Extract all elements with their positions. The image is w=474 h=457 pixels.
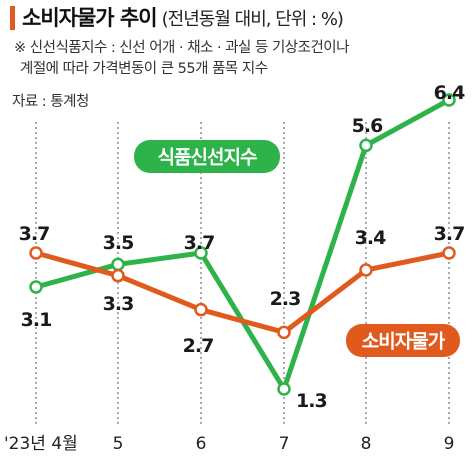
fresh-food-series-label-box (134, 140, 280, 173)
consumer-price-data-label: 3.4 (355, 227, 386, 249)
footnote-line-2: 계절에 따라 가격변동이 큰 55개 품목 지수 (20, 61, 268, 77)
x-tick-label: 9 (444, 434, 455, 454)
fresh-food-data-label: 5.6 (352, 115, 383, 137)
title-accent-bar (10, 6, 15, 30)
consumer-price-point (442, 246, 456, 260)
fresh-food-point (277, 382, 291, 396)
fresh-food-point (29, 280, 43, 294)
footnote-line-1: ※ 신선식품지수 : 신선 어개 · 채소 · 과실 등 기상조건이나 (14, 40, 349, 56)
consumer-price-point (194, 302, 208, 317)
consumer-price-point (111, 268, 125, 283)
fresh-food-point (359, 138, 373, 153)
consumer-price-point (277, 325, 291, 340)
consumer-price-data-label: 2.7 (183, 335, 214, 357)
consumer-price-series-label: 소비자물가 (362, 331, 446, 353)
fresh-food-data-label: 6.4 (434, 82, 465, 104)
consumer-price-data-label: 3.7 (434, 223, 465, 245)
consumer-price-point (29, 246, 43, 260)
title-main: 소비자물가 추이 (22, 6, 158, 30)
x-tick-label: 8 (361, 434, 372, 454)
chart-title: 소비자물가 추이 (전년동월 대비, 단위 : %) (22, 2, 344, 32)
footnote: ※ 신선식품지수 : 신선 어개 · 채소 · 과실 등 기상조건이나 계절에 … (14, 38, 349, 80)
fresh-food-data-label: 3.1 (21, 309, 52, 331)
fresh-food-point (442, 93, 456, 107)
fresh-food-data-label: 3.5 (103, 232, 134, 254)
consumer-price-data-label: 3.3 (103, 293, 134, 315)
fresh-food-series-label: 식품신선지수 (158, 147, 257, 169)
source-text: 자료 : 통계청 (12, 94, 89, 110)
fresh-food-data-label: 1.3 (296, 390, 327, 412)
title-subtitle: (전년동월 대비, 단위 : %) (161, 9, 344, 30)
x-tick-label: 5 (113, 434, 124, 454)
fresh-food-point (194, 246, 208, 260)
consumer-price-point (359, 263, 373, 277)
consumer-price-series-label-box (346, 324, 460, 357)
consumer-price-data-label: 3.7 (19, 223, 50, 245)
consumer-price-data-label: 2.3 (270, 288, 301, 310)
x-tick-label: 7 (279, 434, 290, 454)
consumer-price-line (33, 250, 452, 335)
fresh-food-data-label: 3.7 (184, 232, 215, 254)
x-tick-label: 6 (196, 434, 207, 454)
fresh-food-point (111, 257, 125, 272)
x-tick-label: '23년 4월 (4, 434, 78, 454)
